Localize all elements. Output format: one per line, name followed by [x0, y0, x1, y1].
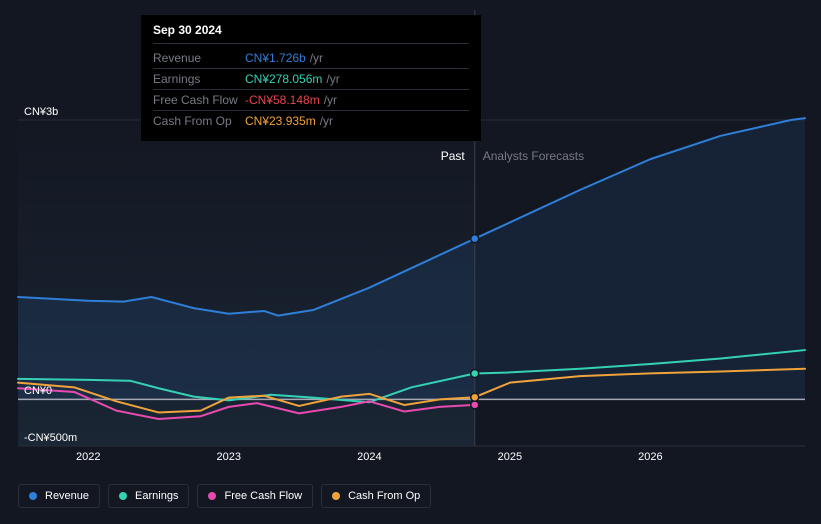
legend-dot-icon — [29, 492, 37, 500]
tooltip-row-value: -CN¥58.148m — [245, 93, 320, 107]
tooltip-row-label: Cash From Op — [153, 114, 245, 128]
tooltip-row-unit: /yr — [320, 114, 333, 128]
tooltip-row-label: Earnings — [153, 72, 245, 86]
legend-item-fcf[interactable]: Free Cash Flow — [197, 484, 313, 508]
chart-tooltip: Sep 30 2024 RevenueCN¥1.726b/yrEarningsC… — [141, 15, 481, 141]
tooltip-row: RevenueCN¥1.726b/yr — [153, 48, 469, 69]
tooltip-row-value: CN¥1.726b — [245, 51, 306, 65]
legend-dot-icon — [332, 492, 340, 500]
tooltip-body: RevenueCN¥1.726b/yrEarningsCN¥278.056m/y… — [153, 48, 469, 131]
x-axis-label: 2022 — [76, 451, 100, 463]
tooltip-row-value: CN¥23.935m — [245, 114, 316, 128]
y-axis-label: CN¥3b — [24, 106, 58, 118]
x-axis-label: 2023 — [217, 451, 241, 463]
legend-dot-icon — [208, 492, 216, 500]
tooltip-row: Cash From OpCN¥23.935m/yr — [153, 111, 469, 131]
tooltip-row-label: Revenue — [153, 51, 245, 65]
legend-item-revenue[interactable]: Revenue — [18, 484, 100, 508]
tooltip-row: EarningsCN¥278.056m/yr — [153, 69, 469, 90]
tooltip-row-unit: /yr — [324, 93, 337, 107]
y-axis-label: -CN¥500m — [24, 432, 77, 444]
financials-chart: Sep 30 2024 RevenueCN¥1.726b/yrEarningsC… — [0, 0, 821, 524]
legend-item-label: Earnings — [135, 490, 178, 502]
tooltip-row-label: Free Cash Flow — [153, 93, 245, 107]
legend-item-label: Revenue — [45, 490, 89, 502]
legend-item-earnings[interactable]: Earnings — [108, 484, 189, 508]
x-axis-label: 2026 — [638, 451, 662, 463]
legend-item-label: Cash From Op — [348, 490, 420, 502]
tooltip-row-value: CN¥278.056m — [245, 72, 322, 86]
x-axis-label: 2024 — [357, 451, 381, 463]
forecast-region-label: Analysts Forecasts — [483, 149, 584, 163]
past-region-label: Past — [441, 149, 465, 163]
legend-item-label: Free Cash Flow — [224, 490, 302, 502]
tooltip-title: Sep 30 2024 — [153, 23, 469, 44]
x-axis-label: 2025 — [498, 451, 522, 463]
tooltip-row-unit: /yr — [326, 72, 339, 86]
tooltip-row: Free Cash Flow-CN¥58.148m/yr — [153, 90, 469, 111]
chart-legend: Revenue Earnings Free Cash Flow Cash From O… — [18, 484, 431, 508]
y-axis-label: CN¥0 — [24, 385, 52, 397]
tooltip-row-unit: /yr — [310, 51, 323, 65]
legend-item-cfo[interactable]: Cash From Op — [321, 484, 431, 508]
legend-dot-icon — [119, 492, 127, 500]
